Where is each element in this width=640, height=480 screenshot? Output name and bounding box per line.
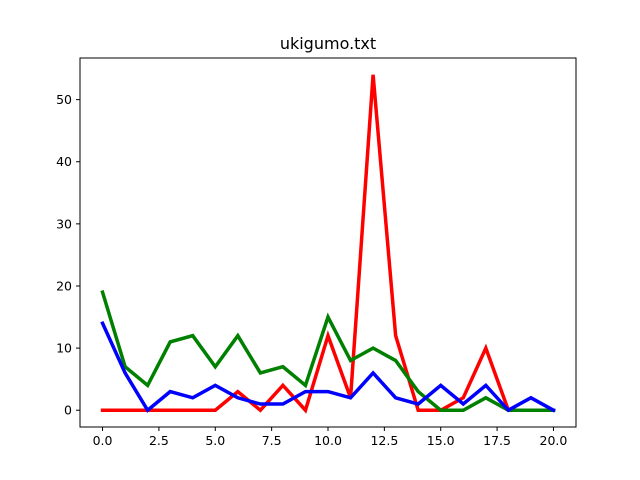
y-tick-label: 20: [56, 278, 72, 293]
series-line-red: [100, 74, 556, 414]
y-tick-label: 10: [56, 341, 72, 356]
x-tick-label: 0.0: [93, 433, 113, 448]
x-tick-label: 7.5: [262, 433, 282, 448]
x-tick-label: 15.0: [427, 433, 455, 448]
x-tick-label: 20.0: [540, 433, 568, 448]
y-tick-label: 40: [56, 154, 72, 169]
series-line-blue: [100, 320, 556, 413]
x-tick-label: 12.5: [370, 433, 398, 448]
series-layer: [100, 74, 556, 414]
x-tick-label: 10.0: [314, 433, 342, 448]
y-tick-label: 50: [56, 92, 72, 107]
y-axis: 0 10 20 30 40 50: [56, 92, 80, 418]
y-tick-label: 30: [56, 216, 72, 231]
x-tick-label: 17.5: [483, 433, 511, 448]
x-axis: 0.0 2.5 5.0 7.5 10.0 12.5 15.0 17.5 20.0: [93, 427, 568, 448]
series-line-green: [100, 290, 556, 412]
chart-title: ukigumo.txt: [280, 34, 376, 53]
x-tick-label: 5.0: [205, 433, 225, 448]
x-tick-label: 2.5: [149, 433, 169, 448]
y-tick-label: 0: [64, 403, 72, 418]
